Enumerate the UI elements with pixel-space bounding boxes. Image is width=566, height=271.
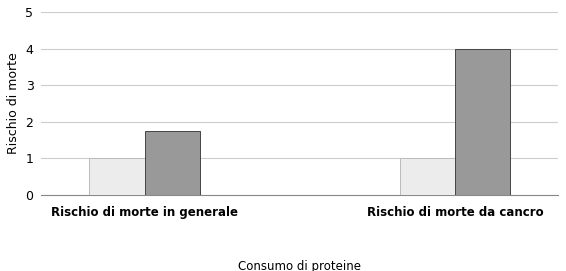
Bar — [400, 159, 455, 195]
Legend: Basso, Elevato: Basso, Elevato — [238, 260, 361, 271]
Bar — [144, 131, 200, 195]
Y-axis label: Rischio di morte: Rischio di morte — [7, 53, 20, 154]
Bar — [455, 49, 510, 195]
Bar — [89, 159, 144, 195]
